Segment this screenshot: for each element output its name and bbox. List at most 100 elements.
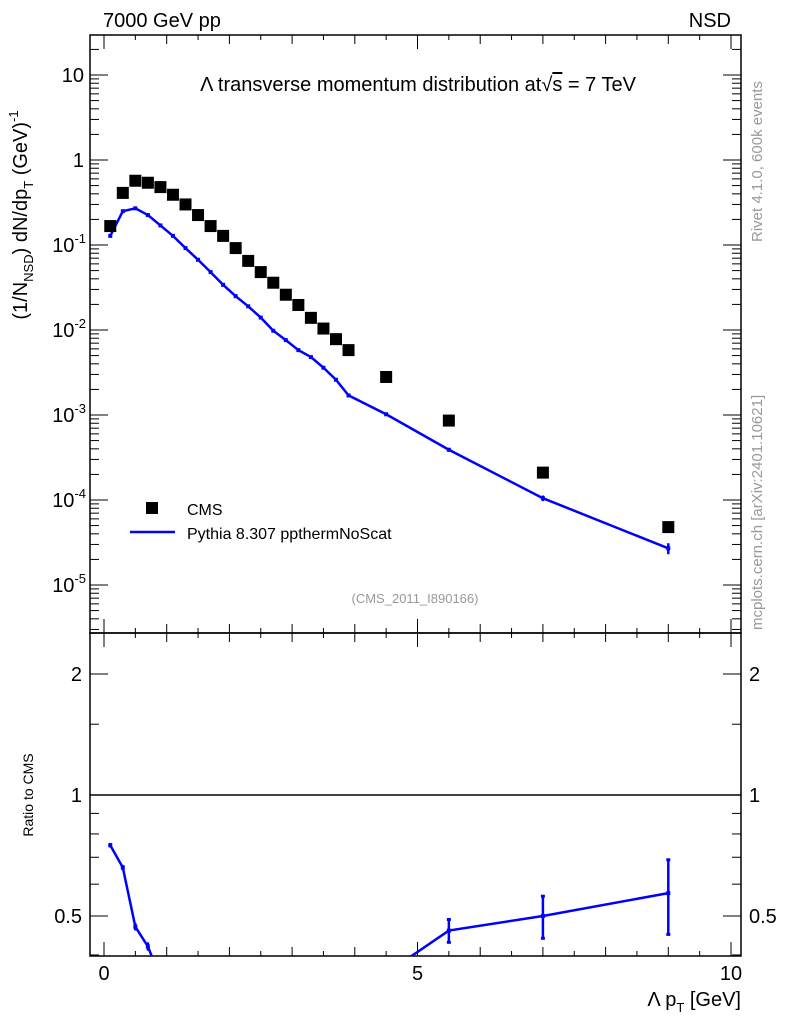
ratio-marks bbox=[108, 842, 671, 1013]
ratio-y-tick-label: 2 bbox=[71, 664, 82, 686]
y-tick-label: 10-2 bbox=[52, 316, 86, 342]
ratio-point bbox=[158, 976, 162, 980]
y-tick-label: 10-4 bbox=[52, 486, 86, 512]
x-axis-label: Λ pT [GeV] bbox=[647, 989, 741, 1015]
y-tick-exponent: -2 bbox=[74, 316, 86, 331]
pythia-point bbox=[183, 246, 188, 251]
y-tick-label: 10 bbox=[62, 65, 84, 87]
ratio-point bbox=[321, 976, 325, 980]
cms-point bbox=[317, 322, 330, 335]
main-title: Λ transverse momentum distribution at√s … bbox=[200, 74, 637, 96]
cms-point bbox=[129, 174, 142, 187]
ratio-point bbox=[196, 1003, 200, 1007]
x-tick-label: 0 bbox=[98, 963, 109, 985]
ratio-error-cap bbox=[666, 858, 671, 862]
ratio-point bbox=[145, 944, 150, 949]
cms-point bbox=[141, 176, 154, 189]
pythia-point bbox=[158, 223, 163, 228]
ratio-y-tick-label-right: 0.5 bbox=[749, 906, 777, 928]
ratio-point bbox=[120, 865, 125, 870]
ratio-error-cap bbox=[666, 932, 671, 936]
ratio-point bbox=[284, 1009, 288, 1013]
pythia-point bbox=[540, 496, 545, 501]
y-tick-label: 10-3 bbox=[52, 401, 86, 427]
cms-point bbox=[279, 288, 292, 301]
y-tick-label: 10-5 bbox=[52, 571, 86, 597]
ratio-point bbox=[309, 976, 313, 980]
y-tick-exponent: -3 bbox=[74, 401, 86, 416]
ratio-point bbox=[171, 987, 175, 991]
y-tick-label: 1 bbox=[73, 150, 84, 172]
ratio-error-cap bbox=[446, 940, 451, 944]
cms-point bbox=[536, 466, 549, 479]
ratio-point bbox=[209, 1009, 213, 1013]
pythia-point bbox=[346, 393, 351, 398]
pythia-point bbox=[145, 213, 150, 218]
y-tick-exponent: -1 bbox=[74, 231, 86, 246]
legend: CMS Pythia 8.307 ppthermNoScat bbox=[130, 502, 392, 543]
ratio-point bbox=[296, 1009, 300, 1013]
pythia-point bbox=[208, 270, 213, 275]
pythia-point bbox=[120, 209, 125, 214]
ratio-point bbox=[384, 971, 388, 975]
pythia-point bbox=[384, 412, 389, 417]
ratio-point bbox=[540, 914, 545, 918]
pythia-point bbox=[196, 257, 201, 262]
cms-point bbox=[192, 209, 205, 222]
ratio-line bbox=[109, 844, 669, 956]
cms-point bbox=[116, 186, 129, 199]
legend-pythia-label: Pythia 8.307 ppthermNoScat bbox=[187, 526, 392, 543]
legend-cms-marker bbox=[146, 502, 158, 514]
x-tick-label: 10 bbox=[720, 963, 742, 985]
cms-point bbox=[217, 229, 230, 242]
pythia-point bbox=[446, 447, 451, 452]
cms-point bbox=[442, 414, 455, 427]
header-right: NSD bbox=[689, 10, 731, 32]
pythia-point bbox=[666, 546, 671, 551]
data-marks bbox=[104, 174, 675, 1013]
cms-point bbox=[179, 198, 192, 211]
ratio-y-tick-label-right: 2 bbox=[749, 664, 760, 686]
ratio-point bbox=[446, 928, 451, 933]
ratio-point bbox=[334, 987, 338, 991]
pythia-point bbox=[221, 282, 226, 287]
header-left: 7000 GeV pp bbox=[103, 10, 221, 32]
cms-point bbox=[104, 220, 117, 233]
y-tick-label: 10-1 bbox=[52, 231, 86, 257]
ratio-point bbox=[259, 1009, 263, 1013]
pythia-point bbox=[108, 233, 113, 238]
cms-point bbox=[292, 298, 305, 311]
pythia-point bbox=[283, 338, 288, 343]
main-plot-frame bbox=[89, 34, 742, 634]
ratio-point bbox=[133, 924, 138, 929]
y-tick-exponent: -4 bbox=[74, 486, 86, 501]
cms-point bbox=[267, 276, 280, 289]
pythia-point bbox=[271, 328, 276, 333]
pythia-point bbox=[321, 365, 326, 370]
y-axis-label: (1/NNSD) dN/dpT (GeV)-1 bbox=[6, 110, 36, 319]
ratio-point bbox=[108, 843, 113, 848]
pythia-point bbox=[333, 377, 338, 382]
cms-point bbox=[380, 370, 393, 383]
pythia-point bbox=[170, 233, 175, 238]
ratio-error-cap bbox=[540, 894, 545, 898]
ratio-y-tick-label: 0.5 bbox=[54, 906, 82, 928]
pythia-line bbox=[109, 207, 669, 550]
ratio-point bbox=[347, 1009, 351, 1013]
cms-point bbox=[242, 254, 255, 267]
ratio-error-cap bbox=[540, 936, 545, 940]
analysis-id: (CMS_2011_I890166) bbox=[352, 591, 479, 606]
ratio-error-cap bbox=[446, 918, 451, 922]
pythia-point bbox=[308, 355, 313, 360]
pythia-point bbox=[133, 206, 138, 211]
cms-point bbox=[662, 521, 675, 534]
ratio-point bbox=[246, 1009, 250, 1013]
ratio-point bbox=[666, 891, 671, 896]
cms-point bbox=[254, 266, 267, 279]
y-tick-exponent: -5 bbox=[74, 571, 86, 586]
ratio-y-tick-label-right: 1 bbox=[749, 785, 760, 807]
x-tick-label: 5 bbox=[412, 963, 423, 985]
cms-point bbox=[304, 311, 317, 324]
cms-point bbox=[229, 242, 242, 255]
